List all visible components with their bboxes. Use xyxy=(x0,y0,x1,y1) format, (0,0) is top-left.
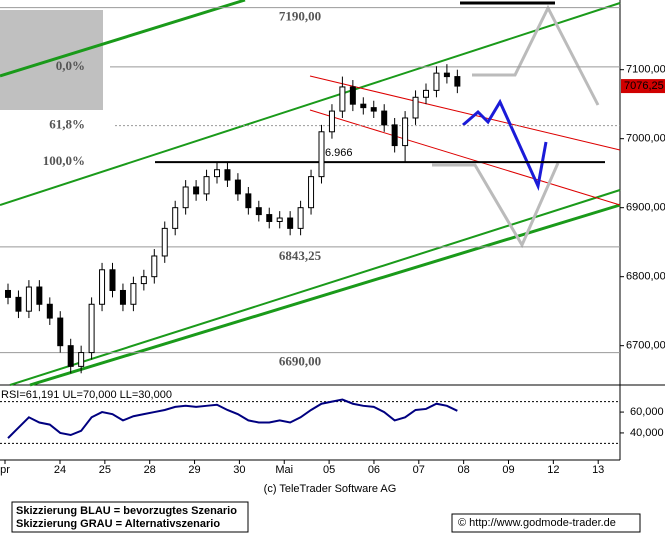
candle-body xyxy=(99,269,106,305)
x-tick-label: 05 xyxy=(323,464,335,476)
x-tick-label: 12 xyxy=(547,464,559,476)
x-tick-label: 13 xyxy=(592,464,604,476)
rsi-line xyxy=(7,398,458,439)
candle-body xyxy=(224,169,231,181)
channel-line xyxy=(309,109,621,206)
x-tick-label: 25 xyxy=(99,464,111,476)
candle-body xyxy=(46,303,53,319)
candle-body xyxy=(360,103,367,109)
candle-body xyxy=(308,176,315,209)
candle-body xyxy=(245,193,252,209)
rsi-tick-label: 60,000 xyxy=(630,406,664,418)
fib-label: 100,0% xyxy=(43,153,85,168)
x-tick-label: 08 xyxy=(458,464,470,476)
candle-body xyxy=(318,131,325,178)
candle-body xyxy=(266,214,273,222)
candle-body xyxy=(130,283,137,305)
candle-body xyxy=(140,276,147,285)
candle-body xyxy=(370,107,377,112)
candle-body xyxy=(276,217,283,222)
trend-line xyxy=(0,0,246,78)
trend-line xyxy=(29,203,621,387)
x-tick-label: 24 xyxy=(54,464,66,476)
candle-body xyxy=(109,269,116,291)
x-tick-label: 28 xyxy=(144,464,156,476)
notes-box xyxy=(11,501,249,533)
x-tick-label: 06 xyxy=(368,464,380,476)
candle-body xyxy=(119,289,126,305)
candle-body xyxy=(391,124,398,147)
grey-scenario xyxy=(472,4,600,106)
candle-body xyxy=(339,86,346,112)
y-tick-label: 6800,00 xyxy=(626,271,665,283)
y-tick-label: 7000,00 xyxy=(626,133,665,145)
y-tick-label: 6700,00 xyxy=(626,340,665,352)
note: Skizzierung GRAU = Alternativszenario xyxy=(16,518,220,530)
candle-body xyxy=(297,207,304,229)
candle-body xyxy=(15,296,22,312)
candle-body xyxy=(287,217,294,229)
candle-body xyxy=(454,76,461,87)
fib-label: 0,0% xyxy=(56,58,85,73)
candle-body xyxy=(214,169,220,178)
candle-body xyxy=(57,317,64,347)
analysis-lines xyxy=(0,0,621,387)
candle-body xyxy=(5,289,11,298)
candle-body xyxy=(349,86,356,105)
candle-body xyxy=(255,207,262,216)
candle-body xyxy=(88,303,95,354)
rsi-tick-label: 40,000 xyxy=(630,427,664,439)
note: Skizzierung BLAU = bevorzugtes Szenario xyxy=(16,505,237,517)
candle-body xyxy=(234,179,241,195)
candle-body xyxy=(433,72,440,91)
channel-line xyxy=(309,75,621,151)
candle-body xyxy=(381,110,388,126)
y-tick-label: 6900,00 xyxy=(626,202,665,214)
y-tick-label: 7100,00 xyxy=(626,64,665,76)
trend-line xyxy=(0,2,621,206)
candle-body xyxy=(328,110,335,133)
candle-body xyxy=(67,345,74,367)
candle-body xyxy=(193,186,200,195)
x-tick-label: pr xyxy=(0,464,10,476)
candle-body xyxy=(402,117,409,147)
support-label: 6.966 xyxy=(325,147,353,159)
blue-scenario xyxy=(462,98,548,191)
rsi-label: RSI=61,191 UL=70,000 LL=30,000 xyxy=(1,389,172,401)
candle-body xyxy=(443,72,450,78)
candle-body xyxy=(151,255,158,278)
fib-label: 61,8% xyxy=(49,117,85,132)
grey-scenario xyxy=(432,162,560,249)
level-label: 6690,00 xyxy=(279,354,321,369)
last-price-box xyxy=(621,79,665,94)
x-tick-label: 09 xyxy=(502,464,514,476)
candle-body xyxy=(172,207,179,229)
copyright: (c) TeleTrader Software AG xyxy=(264,483,397,495)
x-tick-label: 29 xyxy=(188,464,200,476)
candle-body xyxy=(412,96,419,119)
x-tick-label: 07 xyxy=(413,464,425,476)
candle-body xyxy=(78,352,85,367)
candle-body xyxy=(423,89,429,98)
candle-body xyxy=(182,186,189,209)
level-label: 7190,00 xyxy=(279,9,321,24)
x-tick-label: 30 xyxy=(233,464,245,476)
candle-body xyxy=(203,176,210,195)
level-label: 6843,25 xyxy=(279,248,322,263)
x-tick-label: Mai xyxy=(275,464,293,476)
candle-body xyxy=(36,286,43,305)
url: © http://www.godmode-trader.de xyxy=(458,517,616,529)
url-box xyxy=(451,513,641,533)
candle-body xyxy=(161,227,168,257)
candle-body xyxy=(25,286,32,312)
last-price-label: 7076,25 xyxy=(624,80,664,92)
